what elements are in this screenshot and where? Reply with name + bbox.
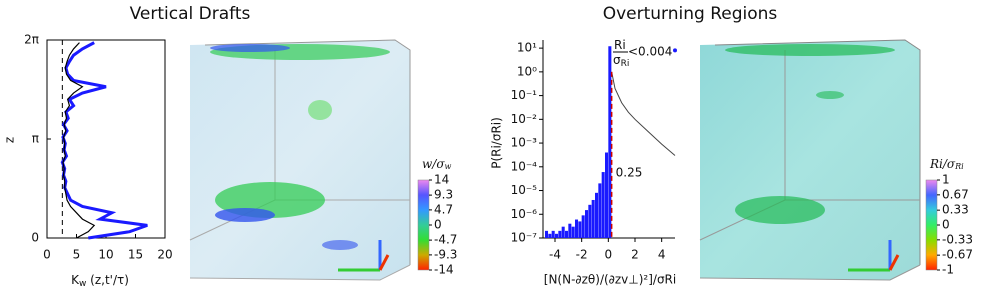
colorbar	[417, 179, 430, 271]
label-part: K	[71, 273, 80, 287]
histogram-bar	[561, 226, 565, 238]
y-tick-label: 10⁻⁴	[511, 159, 538, 173]
y-axis-label: P(Ri/σRi)	[490, 117, 504, 169]
fit-curve	[611, 71, 676, 156]
histogram-bar	[545, 230, 549, 238]
histogram-bar	[608, 46, 612, 238]
annotation-point	[673, 48, 677, 53]
y-tick-label: 10⁻¹	[511, 88, 538, 102]
annotation-part: σ	[613, 53, 621, 67]
title-part: Ri/σ	[929, 157, 956, 171]
annotation-part: Ri	[614, 38, 626, 52]
y-tick-label: 10⁻³	[511, 136, 538, 150]
y-tick-label: 0	[31, 231, 39, 245]
x-tick-label: 5	[73, 248, 81, 262]
colorbar-tick-label: 4.7	[434, 202, 453, 216]
histogram-bar	[565, 230, 569, 238]
colorbar-tick-label: -1	[942, 263, 954, 277]
y-axis-label: z	[3, 137, 17, 143]
colorbar-tick-label: -9.3	[434, 247, 457, 261]
x-tick-label: 10	[98, 248, 113, 262]
y-tick-label: 10⁻⁷	[511, 231, 538, 245]
histogram-bar	[575, 219, 579, 238]
title-part: w	[445, 162, 452, 171]
histogram-bar	[571, 226, 575, 238]
x-axis-label: Kw (z,t'/τ)	[71, 273, 129, 289]
colorbar-title: Ri/σRi	[929, 157, 964, 172]
colorbar-tick-label: 1	[942, 173, 950, 187]
colorbar-tick-label: 0.67	[942, 187, 969, 201]
y-tick-label: 10⁻²	[511, 112, 538, 126]
y-tick-label: 10⁰	[517, 64, 537, 78]
volume-render	[189, 39, 411, 281]
colorbar-title: w/σw	[422, 157, 452, 172]
colorbar-tick-label: 0.33	[942, 203, 969, 217]
y-tick-label: 10⁻⁵	[511, 183, 538, 197]
histogram-bar	[551, 230, 555, 238]
x-tick-label: -4	[549, 248, 561, 262]
histogram-bar	[598, 183, 602, 238]
title-part: Ri	[954, 162, 964, 171]
colorbar-tick-label: 0	[942, 218, 950, 232]
histogram-bar	[601, 172, 605, 238]
x-tick-label: -2	[576, 248, 588, 262]
histogram-bar	[585, 210, 589, 238]
annotation: Ri	[614, 38, 626, 52]
histogram-bar	[591, 199, 595, 238]
histogram-bar	[595, 192, 599, 238]
y-tick-label: 10¹	[517, 41, 537, 55]
volume-render	[699, 39, 921, 281]
threshold-label: 0.25	[616, 165, 643, 179]
x-tick-label: 0	[605, 248, 613, 262]
histogram-bar	[555, 233, 559, 238]
colorbar-tick-label: -0.33	[942, 232, 973, 246]
histogram-bar	[605, 152, 609, 238]
chart-title: Overturning Regions	[603, 4, 778, 24]
colorbar-tick-label: 14	[434, 173, 449, 187]
title-part: w/σ	[422, 157, 445, 171]
label-part: w	[79, 279, 86, 289]
chart-title: Vertical Drafts	[130, 4, 251, 24]
colorbar	[925, 179, 938, 271]
profile-line	[62, 42, 96, 239]
profile-line	[60, 41, 148, 240]
x-tick-label: 20	[157, 248, 172, 262]
histogram-bar	[581, 215, 585, 238]
colorbar-tick-label: 0	[434, 218, 442, 232]
x-tick-label: 0	[43, 248, 51, 262]
colorbar-tick-label: -0.67	[942, 248, 973, 262]
histogram-bar	[548, 233, 552, 238]
x-tick-label: 2	[631, 248, 639, 262]
annotation-part: Ri	[621, 59, 630, 69]
histogram-bar	[558, 230, 562, 238]
y-tick-label: π	[32, 132, 39, 146]
x-axis-label: [N(N-∂zθ)/(∂zv⊥)²]/σRi	[544, 273, 676, 287]
y-tick-label: 2π	[24, 33, 39, 47]
x-tick-label: 4	[658, 248, 666, 262]
annotation: <0.004	[628, 45, 672, 59]
annotation: σRi	[613, 53, 629, 69]
x-tick-label: 15	[128, 248, 143, 262]
y-tick-label: 10⁻⁶	[511, 207, 538, 221]
label-part: (z,t'/τ)	[86, 273, 129, 287]
colorbar-tick-label: 9.3	[434, 188, 453, 202]
colorbar-tick-label: -14	[434, 263, 454, 277]
histogram-bar	[568, 223, 572, 238]
histogram-bar	[578, 221, 582, 238]
colorbar-tick-label: -4.7	[434, 233, 457, 247]
histogram-bar	[588, 204, 592, 238]
